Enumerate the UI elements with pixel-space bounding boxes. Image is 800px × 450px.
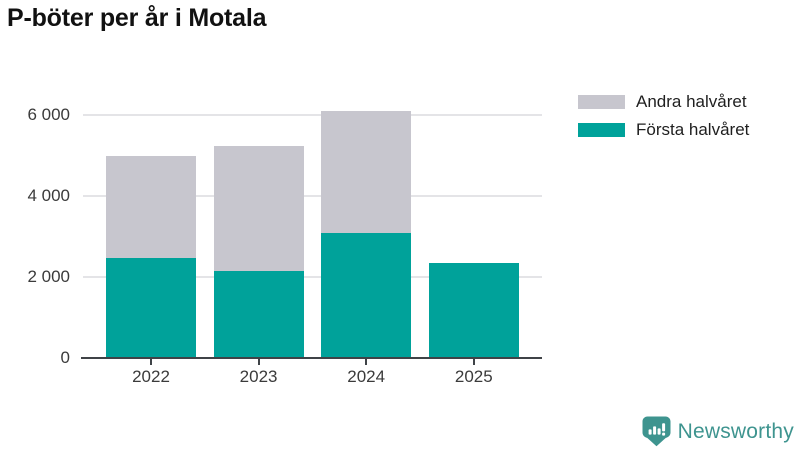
x-tick xyxy=(472,359,475,365)
chart-title: P-böter per år i Motala xyxy=(7,4,267,32)
bar-segment-2024 xyxy=(321,233,412,358)
bar-segment-2025 xyxy=(428,263,519,358)
legend-item: Första halvåret xyxy=(578,116,749,144)
y-tick-label: 6 000 xyxy=(27,105,70,125)
bar-segment-2023 xyxy=(213,145,304,272)
x-tick-label: 2023 xyxy=(239,367,278,386)
bar-segment-2024 xyxy=(321,110,412,234)
legend-label: Första halvåret xyxy=(636,120,750,139)
x-tick xyxy=(150,359,152,365)
x-tick-label: 2022 xyxy=(132,367,170,386)
legend-swatch xyxy=(578,123,625,137)
gridline-2000 xyxy=(83,276,542,279)
bar-segment-2022 xyxy=(106,258,196,358)
bar-segment-2022 xyxy=(106,155,196,259)
brand-footer: Newsworthy xyxy=(642,416,794,447)
x-axis-labels: 2022 2023 2024 2025 xyxy=(83,365,542,391)
x-tick xyxy=(257,359,260,365)
y-tick-label: 0 xyxy=(60,348,70,367)
y-tick-label: 4 000 xyxy=(27,186,70,206)
gridline-4000 xyxy=(83,195,542,198)
y-axis-labels: 0 2 000 4 000 6 000 xyxy=(0,95,70,367)
newsworthy-logo-icon xyxy=(642,416,671,447)
x-axis-line xyxy=(81,357,542,359)
legend-swatch xyxy=(578,95,625,109)
x-tick-label: 2024 xyxy=(347,367,386,386)
plot-area xyxy=(81,95,542,365)
y-tick-label: 2 000 xyxy=(27,267,70,287)
x-tick xyxy=(365,359,368,365)
brand-name: Newsworthy xyxy=(677,419,794,443)
x-tick-label: 2025 xyxy=(454,367,493,386)
bar-segment-2023 xyxy=(213,271,304,358)
legend-label: Andra halvåret xyxy=(636,92,747,111)
legend-item: Andra halvåret xyxy=(578,88,749,116)
legend: Andra halvåret Första halvåret xyxy=(578,88,749,144)
gridline-6000 xyxy=(83,114,542,117)
